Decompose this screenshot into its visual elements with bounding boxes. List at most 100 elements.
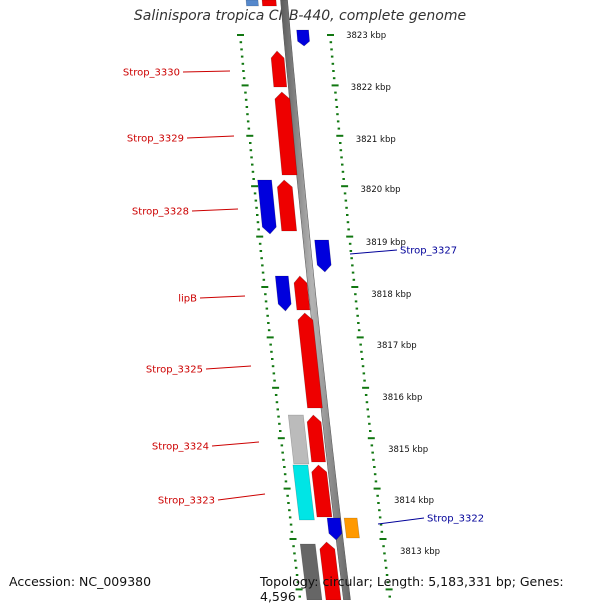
- scale-tick: [262, 278, 266, 281]
- scale-tick: [340, 156, 343, 159]
- scale-tick: [332, 70, 335, 72]
- scale-tick: [385, 588, 393, 591]
- scale-tick: [342, 178, 345, 180]
- scale-tick: [341, 185, 349, 188]
- scale-tick: [251, 163, 254, 166]
- scale-tick: [362, 372, 366, 375]
- gene-arrow: [261, 0, 277, 7]
- scale-tick: [240, 55, 244, 58]
- scale-tick: [377, 502, 380, 504]
- scale-tick: [376, 494, 379, 497]
- scale-tick: [336, 120, 340, 123]
- scale-tick: [272, 372, 276, 375]
- scale-tick: [383, 552, 386, 555]
- scale-tick: [352, 278, 356, 281]
- scale-tick: [244, 98, 248, 101]
- scale-tick: [330, 48, 333, 51]
- scale-tick: [292, 545, 295, 548]
- scale-tick: [331, 62, 335, 65]
- scale-tick: [378, 516, 382, 519]
- gene-label[interactable]: Strop_3329: [127, 134, 184, 145]
- scale-tick: [360, 350, 363, 353]
- gene-arrow: [274, 275, 292, 312]
- scale-tick: [241, 62, 245, 65]
- scale-tick: [361, 365, 365, 368]
- scale-tick: [359, 343, 362, 346]
- scale-tick: [254, 199, 258, 202]
- gene-label[interactable]: Strop_3323: [158, 496, 215, 507]
- scale-tick: [260, 257, 263, 260]
- scale-tick: [371, 451, 374, 454]
- scale-tick: [341, 170, 345, 173]
- kbp-label: 3820 kbp: [361, 185, 401, 195]
- scale-tick: [256, 221, 260, 224]
- gene-labels: Strop_3330 Strop_3329 Strop_3328 Strop_3327…: [123, 68, 484, 525]
- scale-tick: [269, 343, 272, 346]
- scale-tick: [356, 314, 359, 317]
- scale-tick: [251, 170, 255, 173]
- scale-tick: [280, 444, 284, 447]
- gene-label[interactable]: Strop_3327: [400, 246, 457, 257]
- scale-tick: [370, 444, 374, 447]
- scale-tick: [349, 250, 353, 252]
- scale-tick: [336, 113, 339, 116]
- scale-tick: [378, 509, 381, 512]
- scale-tick: [335, 106, 339, 108]
- kbp-label: 3823 kbp: [346, 31, 386, 41]
- scale-tick: [249, 149, 253, 152]
- scale-tick: [364, 394, 368, 396]
- gene-label[interactable]: Strop_3325: [146, 365, 203, 376]
- scale-tick: [276, 408, 279, 411]
- scale-tick: [283, 466, 286, 468]
- scale-tick: [334, 98, 338, 101]
- scale-tick: [266, 314, 269, 317]
- scale-tick: [346, 221, 350, 224]
- kbp-label: 3817 kbp: [377, 341, 417, 351]
- scale-tick: [271, 358, 274, 360]
- scale-tick: [334, 91, 337, 94]
- gene-label[interactable]: Strop_3330: [123, 68, 180, 79]
- scale-tick: [343, 192, 347, 195]
- scale-tick: [354, 300, 358, 303]
- scale-tick: [273, 379, 276, 382]
- scale-tick: [382, 545, 385, 548]
- scale-tick: [281, 451, 284, 454]
- genome-backbone: [280, 0, 351, 600]
- scale-tick: [368, 422, 371, 425]
- gene-label[interactable]: lipB: [178, 294, 197, 305]
- gene-arrow: [245, 0, 259, 7]
- scale-tick: [385, 574, 389, 576]
- scale-tick: [258, 242, 262, 245]
- scale-tick: [356, 336, 364, 339]
- scale-tick: [245, 106, 249, 108]
- kbp-label: 3822 kbp: [351, 83, 391, 93]
- scale-tick: [287, 502, 290, 504]
- scale-tick: [350, 257, 353, 260]
- scale-tick: [242, 77, 246, 80]
- scale-tick: [239, 41, 243, 44]
- scale-tick: [244, 91, 247, 94]
- map-title: Salinispora tropica CNB-440, complete ge…: [133, 8, 467, 24]
- gene-arrow: [276, 179, 298, 232]
- scale-tick: [288, 509, 291, 512]
- right-scale-dots: [327, 34, 393, 598]
- scale-tick: [357, 322, 360, 324]
- gene-label[interactable]: Strop_3324: [152, 442, 209, 453]
- scale-tick: [251, 185, 259, 188]
- scale-tick: [355, 307, 359, 310]
- scale-tick: [247, 127, 251, 130]
- scale-tick: [374, 480, 378, 483]
- gene-label[interactable]: Strop_3322: [427, 514, 484, 525]
- scale-tick: [373, 466, 376, 468]
- scale-tick: [283, 473, 287, 476]
- gene-arrow: [292, 464, 315, 521]
- left-scale-dots: [237, 34, 303, 598]
- label-leader-line: [186, 135, 235, 139]
- scale-tick: [277, 415, 280, 418]
- scale-tick: [264, 300, 268, 303]
- label-leader-line: [377, 517, 425, 525]
- gene-label[interactable]: Strop_3328: [132, 207, 189, 218]
- gene-arrow: [274, 91, 298, 176]
- scale-tick: [351, 286, 359, 288]
